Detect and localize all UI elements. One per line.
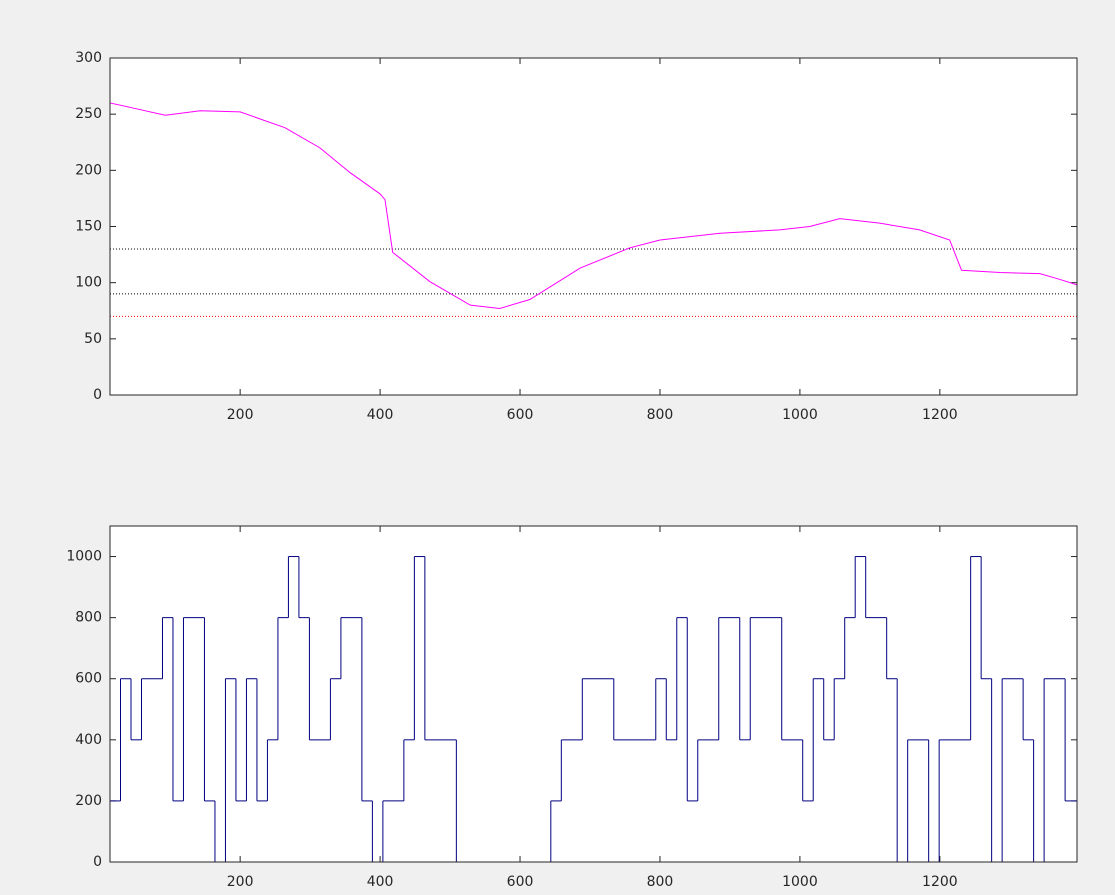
x-tick-label: 1200 bbox=[922, 407, 958, 423]
axes-box bbox=[109, 57, 1078, 396]
x-tick-label: 400 bbox=[367, 874, 394, 890]
y-tick-label: 100 bbox=[75, 275, 102, 291]
x-tick-label: 1000 bbox=[782, 407, 818, 423]
y-tick-label: 50 bbox=[84, 331, 102, 347]
y-tick-label: 0 bbox=[93, 854, 102, 870]
axes-background bbox=[110, 526, 1077, 862]
x-tick-label: 600 bbox=[507, 874, 534, 890]
axes-background bbox=[110, 58, 1077, 395]
x-tick-label: 800 bbox=[647, 874, 674, 890]
y-tick-label: 400 bbox=[75, 732, 102, 748]
x-tick-label: 800 bbox=[647, 407, 674, 423]
y-tick-label: 200 bbox=[75, 162, 102, 178]
y-tick-label: 250 bbox=[75, 106, 102, 122]
y-tick-label: 200 bbox=[75, 793, 102, 809]
x-tick-label: 1200 bbox=[922, 874, 958, 890]
x-tick-label: 600 bbox=[507, 407, 534, 423]
x-tick-label: 400 bbox=[367, 407, 394, 423]
data-line bbox=[109, 102, 1078, 310]
y-tick-label: 0 bbox=[93, 387, 102, 403]
y-tick-label: 300 bbox=[75, 50, 102, 66]
y-tick-label: 1000 bbox=[66, 549, 102, 565]
y-tick-label: 600 bbox=[75, 671, 102, 687]
x-tick-label: 1000 bbox=[782, 874, 818, 890]
x-tick-label: 200 bbox=[227, 874, 254, 890]
y-tick-label: 800 bbox=[75, 610, 102, 626]
y-tick-label: 150 bbox=[75, 219, 102, 235]
axes-box bbox=[109, 525, 1078, 863]
x-tick-label: 200 bbox=[227, 407, 254, 423]
